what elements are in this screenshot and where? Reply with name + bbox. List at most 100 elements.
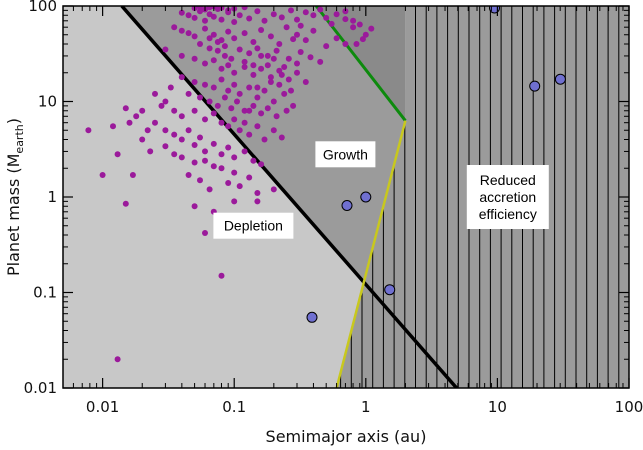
exoplanet-point bbox=[152, 119, 158, 126]
exoplanet-point bbox=[126, 119, 133, 126]
exoplanet-point bbox=[270, 98, 277, 105]
y-tick-label: 10 bbox=[38, 93, 57, 111]
y-tick-label: 1 bbox=[47, 188, 57, 206]
exoplanet-point bbox=[350, 24, 357, 31]
exoplanet-point bbox=[202, 60, 208, 67]
exoplanet-point bbox=[178, 74, 185, 81]
reduced-label-line-1: Reduced bbox=[480, 172, 536, 188]
exoplanet-point bbox=[258, 110, 265, 117]
exoplanet-point bbox=[290, 36, 297, 43]
exoplanet-point bbox=[162, 127, 169, 134]
exoplanet-point bbox=[228, 55, 235, 62]
exoplanet-point bbox=[317, 6, 324, 13]
exoplanet-point bbox=[231, 35, 238, 42]
exoplanet-point bbox=[297, 49, 304, 55]
exoplanet-point bbox=[281, 90, 288, 97]
exoplanet-point bbox=[236, 127, 243, 134]
exoplanet-point bbox=[162, 46, 169, 53]
exoplanet-point bbox=[191, 203, 198, 210]
exoplanet-point bbox=[317, 58, 324, 65]
reduced-label-line-2: accretion bbox=[479, 189, 536, 205]
exoplanet-point bbox=[288, 87, 294, 94]
exoplanet-point bbox=[270, 127, 277, 134]
exoplanet-point bbox=[278, 14, 285, 21]
exoplanet-point bbox=[246, 107, 253, 114]
exoplanet-point bbox=[246, 84, 253, 91]
exoplanet-point bbox=[185, 90, 192, 97]
exoplanet-point bbox=[221, 43, 228, 50]
exoplanet-point bbox=[368, 25, 375, 32]
exoplanet-point bbox=[283, 24, 290, 31]
exoplanet-point bbox=[297, 22, 304, 29]
exoplanet-point bbox=[273, 47, 280, 54]
exoplanet-point bbox=[302, 9, 309, 16]
exoplanet-point bbox=[133, 113, 140, 120]
exoplanet-point bbox=[250, 39, 257, 45]
exoplanet-point bbox=[99, 172, 106, 178]
exoplanet-point bbox=[178, 9, 185, 16]
exoplanet-point bbox=[231, 116, 238, 123]
exoplanet-point bbox=[202, 25, 208, 32]
exoplanet-point bbox=[254, 123, 261, 130]
exoplanet-point bbox=[362, 31, 369, 38]
exoplanet-point bbox=[294, 31, 300, 38]
exoplanet-point bbox=[267, 79, 274, 85]
exoplanet-point bbox=[158, 102, 165, 109]
exoplanet-point bbox=[202, 81, 208, 88]
exoplanet-point bbox=[342, 8, 349, 15]
exoplanet-point bbox=[258, 65, 265, 72]
exoplanet-point bbox=[261, 136, 268, 143]
exoplanet-point bbox=[241, 119, 248, 126]
exoplanet-point bbox=[285, 76, 292, 83]
depletion-label: Depletion bbox=[224, 218, 283, 234]
exoplanet-point bbox=[171, 151, 178, 158]
exoplanet-point bbox=[214, 39, 221, 45]
exoplanet-point bbox=[114, 356, 121, 363]
exoplanet-point bbox=[178, 154, 185, 161]
exoplanet-point bbox=[231, 198, 238, 205]
exoplanet-point bbox=[302, 37, 309, 44]
reduced-label-line-3: efficiency bbox=[479, 206, 537, 222]
solar-system-planet-point bbox=[360, 191, 372, 203]
exoplanet-point bbox=[261, 87, 268, 94]
exoplanet-point bbox=[294, 16, 300, 23]
exoplanet-point bbox=[350, 17, 357, 24]
exoplanet-point bbox=[167, 84, 174, 91]
exoplanet-point bbox=[139, 136, 146, 143]
depletion-label-box bbox=[213, 212, 294, 239]
exoplanet-point bbox=[218, 165, 225, 172]
exoplanet-point bbox=[359, 36, 366, 43]
exoplanet-point bbox=[270, 55, 277, 62]
exoplanet-point bbox=[356, 21, 363, 28]
exoplanet-point bbox=[258, 27, 265, 33]
exoplanet-point bbox=[276, 41, 283, 47]
exoplanet-point bbox=[197, 134, 203, 141]
exoplanet-point bbox=[218, 272, 225, 279]
x-tick-label: 10 bbox=[488, 398, 507, 416]
exoplanet-point bbox=[267, 33, 274, 40]
reduced-label-box bbox=[466, 165, 549, 229]
exoplanet-point bbox=[202, 148, 208, 155]
exoplanet-point bbox=[246, 15, 253, 22]
exoplanet-point bbox=[342, 16, 349, 23]
solar-system-planet-point bbox=[529, 80, 541, 92]
exoplanet-point bbox=[162, 143, 169, 150]
exoplanet-point bbox=[218, 151, 225, 158]
exoplanet-point bbox=[191, 55, 198, 62]
exoplanet-point bbox=[114, 151, 121, 158]
exoplanet-point bbox=[129, 172, 136, 178]
exoplanet-point bbox=[152, 90, 158, 97]
exoplanet-point bbox=[231, 81, 238, 88]
exoplanet-point bbox=[185, 127, 192, 134]
exoplanet-point bbox=[234, 98, 240, 105]
exoplanet-point bbox=[202, 230, 208, 236]
exoplanet-point bbox=[231, 69, 238, 76]
exoplanet-point bbox=[328, 20, 335, 27]
depletion-region bbox=[63, 6, 457, 388]
exoplanet-point bbox=[162, 98, 169, 105]
exoplanet-point bbox=[218, 16, 225, 23]
exoplanet-point bbox=[285, 55, 292, 62]
exoplanet-point bbox=[210, 57, 217, 64]
exoplanet-point bbox=[231, 169, 238, 176]
